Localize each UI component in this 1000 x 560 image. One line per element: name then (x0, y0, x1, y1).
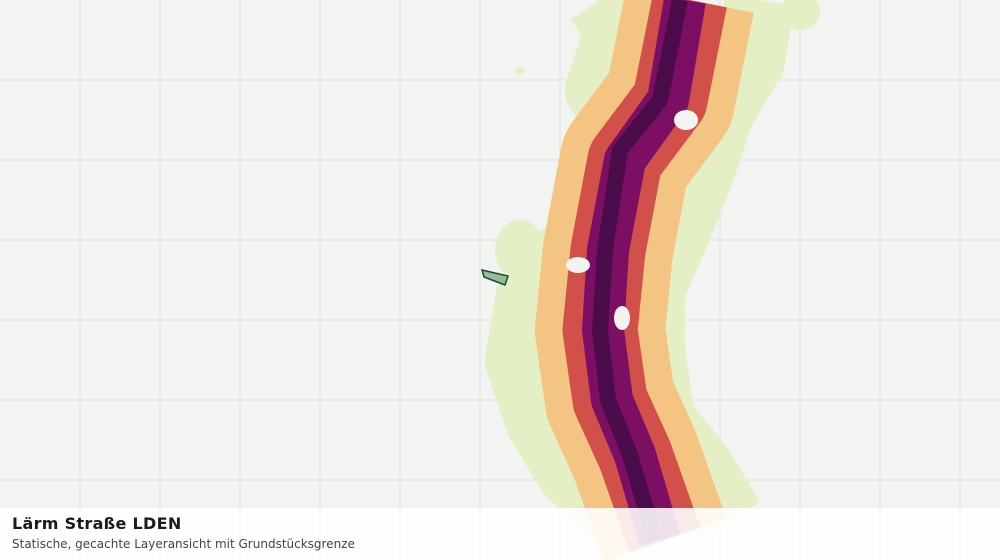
noise-layer (485, 0, 820, 560)
noise-zone-70 (592, 0, 688, 543)
info-panel: Lärm Straße LDEN Statische, gecachte Lay… (0, 508, 1000, 560)
layer-title: Lärm Straße LDEN (12, 514, 182, 533)
noise-gap (614, 306, 630, 330)
noise-zone-45 (515, 68, 525, 74)
noise-gap (566, 257, 590, 273)
noise-zone-45 (495, 220, 545, 280)
noise-gap (674, 110, 698, 130)
layer-subtitle: Statische, gecachte Layeransicht mit Gru… (12, 537, 355, 551)
parcel-boundary[interactable] (480, 268, 509, 286)
noise-zone-45 (780, 0, 820, 30)
